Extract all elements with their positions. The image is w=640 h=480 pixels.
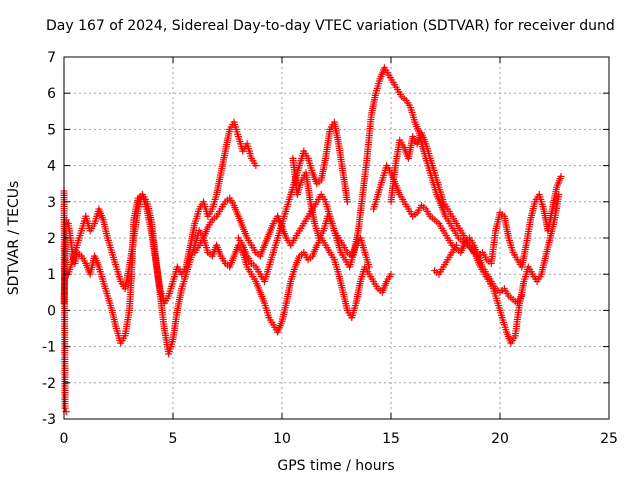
data-marks [60, 64, 565, 416]
x-axis-label: GPS time / hours [277, 458, 394, 474]
x-tick-label: 0 [60, 431, 69, 447]
x-tick-label: 25 [600, 431, 618, 447]
y-tick-label: -2 [42, 376, 56, 392]
x-tick-label: 10 [273, 431, 291, 447]
data-point [343, 198, 351, 206]
data-point [557, 172, 565, 180]
y-tick-label: 2 [47, 231, 56, 247]
x-tick-label: 20 [491, 431, 509, 447]
axis-ticks: 0 5 10 15 20 25 -3 -2 -1 0 1 2 3 4 5 6 7 [42, 50, 618, 447]
data-point [252, 162, 260, 170]
chart-title: Day 167 of 2024, Sidereal Day-to-day VTE… [46, 18, 615, 34]
y-tick-label: 4 [47, 159, 56, 175]
y-tick-label: -3 [42, 412, 56, 428]
data-point [452, 241, 460, 249]
data-point [61, 404, 69, 412]
y-tick-label: 0 [47, 303, 56, 319]
y-axis-label: SDTVAR / TECUs [6, 181, 22, 296]
y-tick-label: 3 [47, 195, 56, 211]
y-tick-label: 5 [47, 122, 56, 138]
x-tick-label: 5 [169, 431, 178, 447]
y-tick-label: 7 [47, 50, 56, 66]
y-tick-label: 6 [47, 86, 56, 102]
y-tick-label: -1 [42, 340, 56, 356]
data-point [365, 263, 373, 271]
data-point [518, 292, 526, 300]
data-point [387, 270, 395, 278]
x-tick-label: 15 [382, 431, 400, 447]
y-tick-label: 1 [47, 267, 56, 283]
